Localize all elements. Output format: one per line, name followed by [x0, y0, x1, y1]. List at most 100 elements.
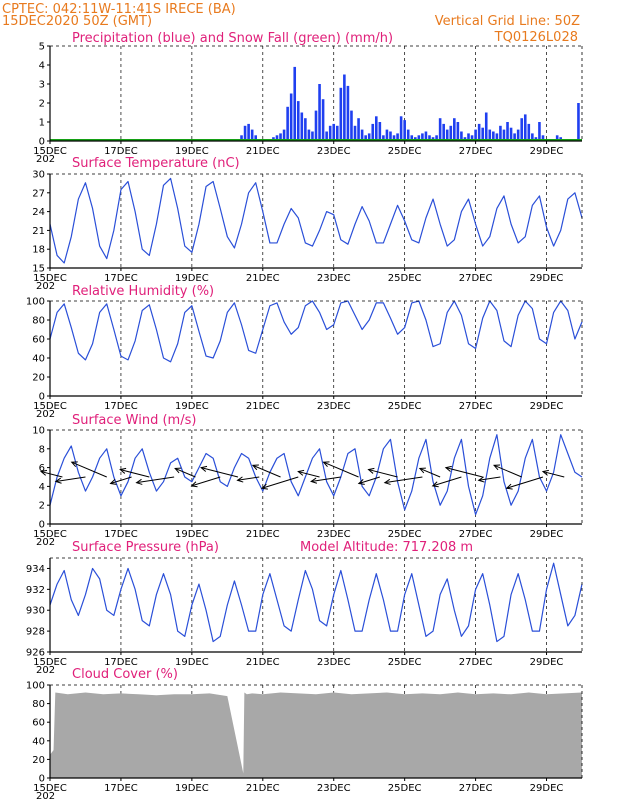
- y-tick-label: 934: [26, 564, 45, 575]
- humidity-title: Relative Humidity (%): [72, 284, 214, 299]
- precip-bar: [346, 85, 350, 141]
- y-tick-label: 0: [39, 774, 45, 785]
- y-tick-label: 1: [39, 118, 45, 129]
- precip-bar: [296, 101, 300, 141]
- wind-vector: [493, 464, 522, 478]
- x-tick-label: 15DEC: [33, 146, 67, 157]
- wind-arrowhead: [251, 464, 259, 471]
- wind-vector: [419, 467, 441, 478]
- header-date: 15DEC2020 50Z (GMT): [2, 14, 152, 29]
- x-tick-label: 23DEC: [317, 273, 351, 284]
- wind-arrowhead: [39, 469, 48, 476]
- wind-arrowhead: [109, 479, 117, 485]
- wind-vector: [261, 476, 299, 489]
- wind-vector: [252, 464, 281, 478]
- precip-bar: [318, 84, 321, 141]
- x-tick-label: 23DEC: [317, 401, 351, 412]
- wind-vector: [445, 467, 483, 478]
- y-tick-label: 40: [32, 736, 45, 747]
- x-tick-label: 27DEC: [459, 401, 493, 412]
- precip-bar: [470, 135, 474, 141]
- x-tick-label: 23DEC: [317, 146, 351, 157]
- x-tick-label: 21DEC: [246, 657, 280, 668]
- precip-bar: [449, 125, 453, 141]
- wind-arrowhead: [322, 461, 330, 468]
- wind-arrowhead: [418, 467, 426, 474]
- precip-bar: [240, 135, 243, 141]
- precip-bar: [520, 118, 524, 141]
- precip-bar: [509, 127, 513, 141]
- wind-arrowhead: [431, 481, 439, 488]
- precip-bar: [421, 133, 424, 141]
- wind-vector: [506, 476, 544, 489]
- series-line: [49, 300, 583, 363]
- precip-bar: [279, 133, 282, 141]
- wind-arrowhead: [310, 477, 318, 484]
- cloud-cover-title: Cloud Cover (%): [72, 667, 178, 682]
- precip-bar: [392, 135, 396, 141]
- precip-bar: [417, 135, 421, 141]
- wind-arrowhead: [505, 483, 513, 490]
- precip-bar: [523, 114, 527, 141]
- y-tick-label: 3: [39, 80, 45, 91]
- y-tick-label: 4: [39, 61, 45, 72]
- x-tick-label: 17DEC: [104, 146, 138, 157]
- x-tick-label: 25DEC: [388, 401, 422, 412]
- precip-bar: [293, 66, 297, 141]
- wind-arrowhead: [190, 481, 198, 488]
- precip-bar: [250, 129, 254, 141]
- year-fragment: 202: [36, 281, 55, 292]
- precip-bar: [353, 125, 357, 141]
- precip-bar: [481, 127, 484, 141]
- wind-arrowhead: [541, 469, 549, 476]
- y-tick-label: 60: [32, 718, 45, 729]
- x-tick-label: 19DEC: [175, 529, 209, 540]
- wind-arrowhead: [119, 467, 127, 474]
- x-tick-label: 17DEC: [104, 657, 138, 668]
- precip-bar: [357, 118, 360, 141]
- precip-bar: [321, 99, 325, 141]
- precip-bar: [453, 118, 456, 141]
- precip-bar: [467, 133, 470, 141]
- x-tick-label: 29DEC: [530, 273, 564, 284]
- x-tick-label: 15DEC: [33, 401, 67, 412]
- series-line: [49, 177, 583, 264]
- wind-panel: Surface Wind (m/s) 15DEC 17DEC 19DEC 21DEC 2…: [32, 413, 583, 548]
- wind-vector: [55, 476, 86, 482]
- x-tick-label: 21DEC: [246, 783, 280, 794]
- precip-bar: [492, 131, 495, 141]
- x-tick-label: 21DEC: [246, 401, 280, 412]
- x-tick-label: 27DEC: [459, 657, 493, 668]
- precip-bar: [428, 135, 431, 141]
- temperature-title: Surface Temperature (nC): [72, 156, 240, 171]
- x-tick-label: 21DEC: [246, 273, 280, 284]
- precip-bar: [389, 131, 392, 141]
- wind-arrowhead: [174, 467, 182, 474]
- precip-bar: [424, 131, 428, 141]
- precip-bar: [243, 125, 247, 141]
- header-model: TQ0126L028: [494, 30, 578, 45]
- wind-arrowhead: [70, 461, 78, 468]
- series-line: [49, 562, 583, 643]
- wind-vector: [542, 471, 565, 478]
- wind-vector: [120, 469, 150, 478]
- precip-bar: [477, 123, 481, 141]
- header-location: CPTEC: 042:11W-11:41S IRECE (BA): [2, 2, 236, 17]
- precip-bar: [371, 123, 375, 141]
- x-tick-label: 29DEC: [530, 401, 564, 412]
- precip-bar: [350, 110, 353, 141]
- precip-bar: [555, 135, 559, 141]
- y-tick-label: 4: [39, 482, 45, 493]
- wind-vector: [136, 476, 175, 484]
- precip-bar: [382, 135, 385, 141]
- x-tick-label: 19DEC: [175, 783, 209, 794]
- wind-vector: [110, 476, 132, 484]
- precip-bar: [538, 122, 541, 141]
- precip-bar: [332, 123, 336, 141]
- pressure-title: Surface Pressure (hPa): [72, 540, 219, 555]
- precip-bar: [374, 116, 378, 141]
- precip-bar: [343, 74, 346, 141]
- y-tick-label: 2: [39, 99, 45, 110]
- year-fragment: 202: [36, 665, 55, 676]
- precip-bar: [456, 122, 460, 141]
